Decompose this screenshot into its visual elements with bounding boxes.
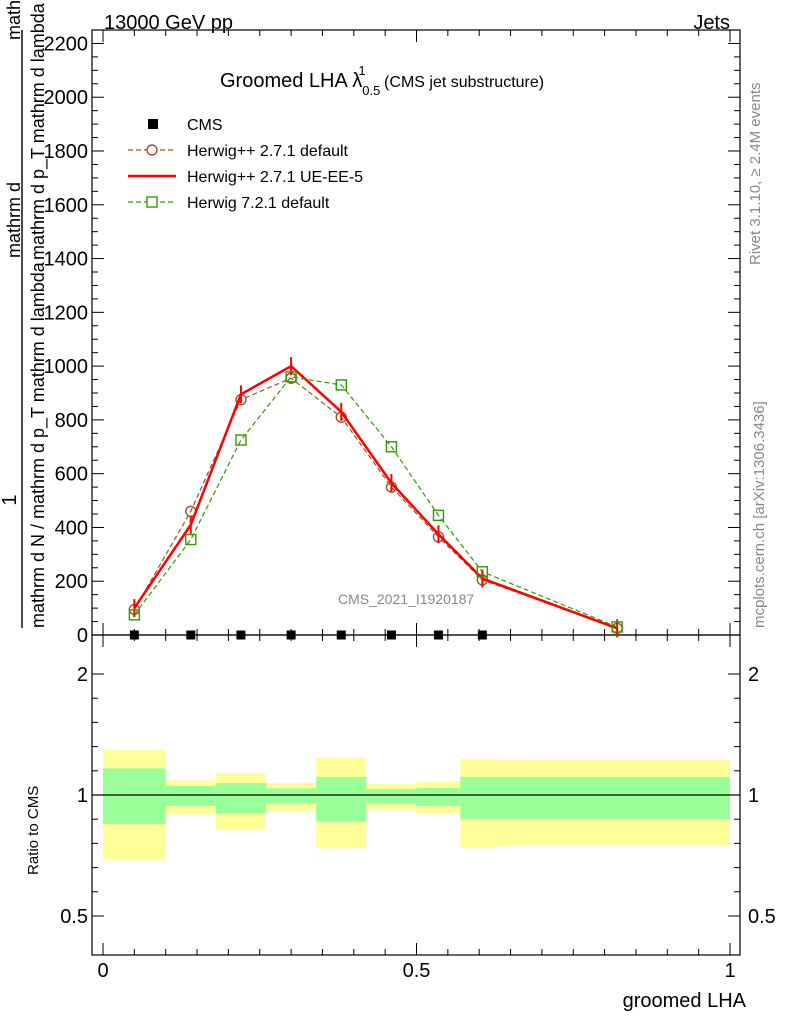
ratio-bands: [92, 750, 740, 861]
ratio-ytick-label: 0.5: [60, 906, 88, 928]
herwig721-point: [335, 379, 347, 391]
cms-data-point: [336, 630, 346, 640]
title-lambda: λ: [352, 70, 362, 92]
series-line-dashed-square: [133, 376, 618, 628]
legend-marker-cms: [148, 119, 158, 129]
herwig721-point: [285, 371, 297, 383]
ratio-ytick-label: 2: [77, 664, 88, 686]
header-process: Jets: [693, 12, 730, 34]
ylabel-overlay-mid: mathrm d²N: [4, 0, 24, 40]
legend-marker-circle: [146, 144, 158, 156]
ylabel-overlay-top: mathrm d: [4, 182, 24, 258]
axis-ticks: 0200400600800100012001400160018002000220…: [44, 30, 776, 982]
ratio-ytick-label-right: 2: [748, 664, 759, 686]
mcplots-label: mcplots.cern.ch [arXiv:1306.3436]: [751, 401, 768, 628]
series-line-solid: [133, 364, 618, 630]
ratio-band-inner: [103, 768, 166, 825]
main-ytick-label: 800: [55, 410, 88, 432]
ratio-band-inner: [366, 788, 417, 804]
ratio-band-inner: [498, 776, 730, 820]
title-suffix: (CMS jet substructure): [380, 74, 544, 91]
herwig721-point: [235, 434, 247, 446]
header-energy: 13000 GeV pp: [104, 12, 233, 34]
legend-label: Herwig 7.2.1 default: [187, 195, 330, 212]
xtick-label: 0.5: [403, 960, 431, 982]
legend-label: CMS: [187, 117, 223, 134]
title-sup: 1: [358, 63, 365, 78]
cms-data-point: [286, 630, 296, 640]
xtick-label: 0: [97, 960, 108, 982]
cms-data-point: [477, 630, 487, 640]
ratio-band-inner: [460, 776, 499, 820]
main-ytick-label: 1800: [44, 141, 89, 163]
herwig721-point: [432, 509, 445, 522]
ratio-band-inner: [266, 788, 317, 804]
main-ytick-label: 2000: [44, 87, 89, 109]
main-ytick-label: 200: [55, 571, 88, 593]
main-ytick-label: 2200: [44, 33, 89, 55]
main-ytick-label: 1200: [44, 302, 89, 324]
rivet-label: Rivet 3.1.10, ≥ 2.4M events: [747, 83, 764, 266]
cms-data-point: [386, 630, 396, 640]
main-ytick-label: 0: [77, 625, 88, 647]
main-ytick-label: 400: [55, 517, 88, 539]
title-sub: 0.5: [362, 83, 380, 98]
legend: CMS Herwig++ 2.7.1 default Herwig++ 2.7.1 …: [128, 117, 363, 212]
data-series: [128, 357, 623, 640]
main-ytick-label: 1000: [44, 356, 89, 378]
herwig721-point: [476, 566, 489, 578]
herwig721-point: [185, 533, 197, 546]
ratio-band-inner: [416, 787, 461, 806]
ratio-ytick-label-right: 1: [748, 785, 759, 807]
ratio-ytick-label-right: 0.5: [748, 906, 776, 928]
legend-label: Herwig++ 2.7.1 UE-EE-5: [187, 169, 363, 186]
ylabel-numerator: 1: [0, 494, 21, 505]
main-ytick-label: 1600: [44, 195, 89, 217]
main-ylabel: 1 mathrm d N / mathrm d p_T mathrm d lam…: [0, 0, 49, 628]
analysis-watermark: CMS_2021_I1920187: [338, 591, 474, 607]
ratio-ytick-label: 1: [77, 785, 88, 807]
herwig721-point: [385, 441, 398, 453]
cms-data-point: [129, 630, 139, 640]
main-ytick-label: 1400: [44, 249, 89, 271]
xtick-label: 1: [724, 960, 735, 982]
main-ytick-label: 600: [55, 464, 88, 486]
legend-marker-square: [146, 196, 158, 208]
title-prefix: Groomed LHA: [220, 70, 352, 92]
x-axis-label: groomed LHA: [623, 990, 747, 1012]
legend-label: Herwig++ 2.7.1 default: [187, 143, 349, 160]
ylabel-denominator: mathrm d N / mathrm d p_T mathrm d lambd…: [28, 261, 49, 628]
herwig721-point: [128, 609, 141, 621]
ylabel-overlay-bottom: mathrm d p_T mathrm d lambda: [28, 2, 49, 260]
cms-data-point: [236, 630, 246, 640]
cms-data-point: [186, 630, 196, 640]
ratio-band-inner: [316, 776, 367, 822]
ratio-band-inner: [165, 785, 216, 806]
plot-title: Groomed LHA λ0.5 1 (CMS jet substructure): [220, 63, 544, 98]
ratio-band-inner: [215, 782, 267, 814]
ratio-ylabel: Ratio to CMS: [25, 786, 42, 875]
herwig721-point: [611, 621, 623, 633]
cms-data-point: [433, 630, 443, 640]
